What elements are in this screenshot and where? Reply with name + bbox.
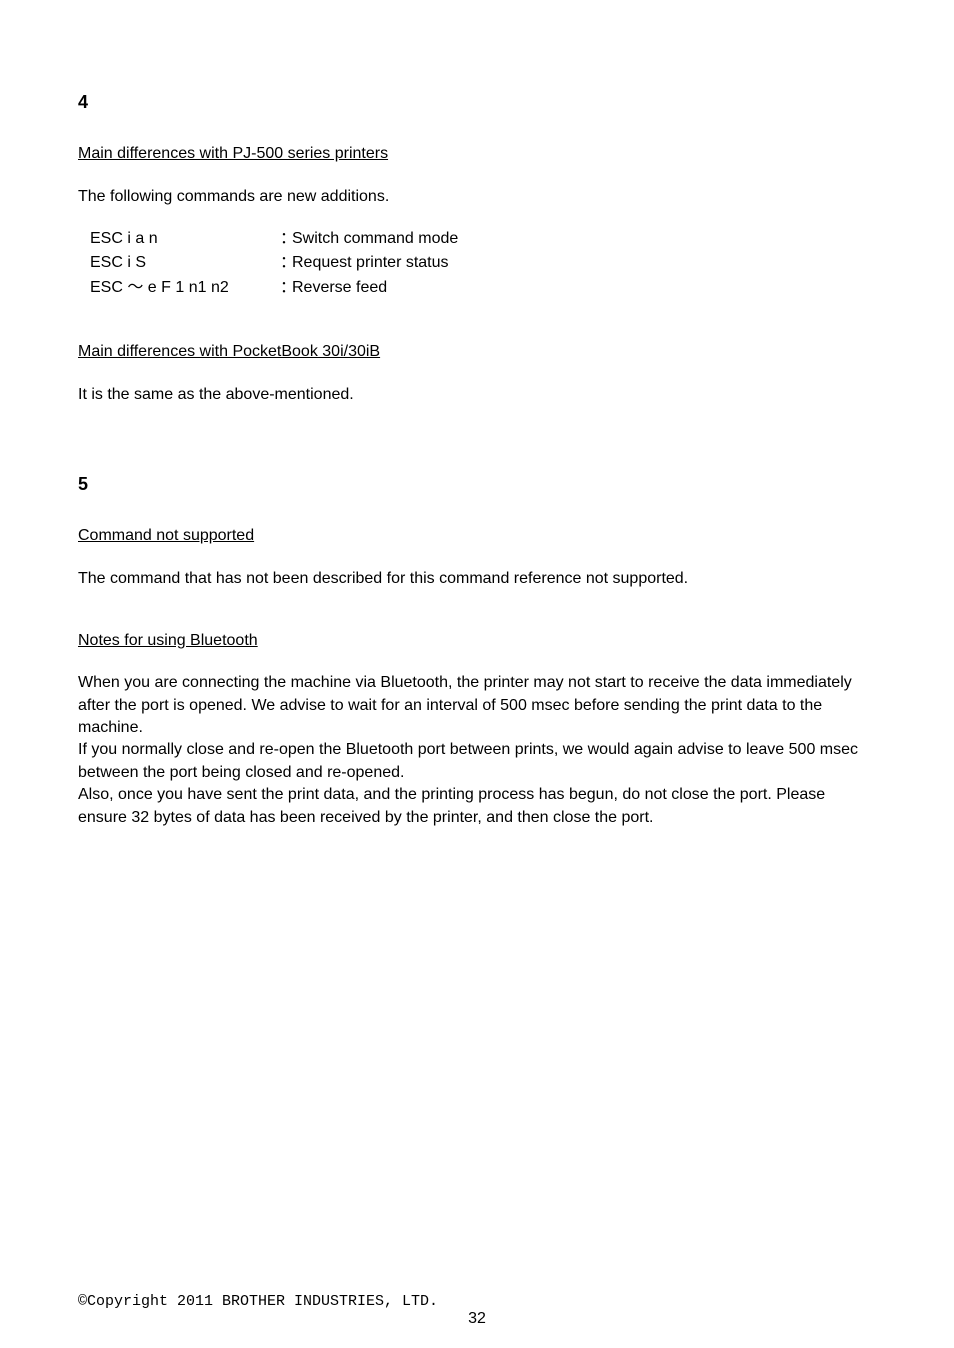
command-desc: Request printer status	[292, 252, 876, 274]
command-desc: Switch command mode	[292, 228, 876, 250]
command-row: ESC ～ e F 1 n1 n2 ： Reverse feed	[78, 277, 876, 299]
command-desc: Reverse feed	[292, 277, 876, 299]
section-4-heading-2: Main differences with PocketBook 30i/30i…	[78, 341, 876, 363]
section-5-body-4: Also, once you have sent the print data,…	[78, 784, 876, 829]
section-5-body-2: When you are connecting the machine via …	[78, 672, 876, 739]
command-row: ESC i a n ： Switch command mode	[78, 228, 876, 250]
command-list: ESC i a n ： Switch command mode ESC i S …	[78, 228, 876, 299]
command-separator: ：	[280, 228, 292, 250]
command-name: ESC i a n	[90, 228, 280, 250]
command-separator: ：	[280, 277, 292, 299]
section-5-body-1: The command that has not been described …	[78, 568, 876, 590]
section-5-heading-1: Command not supported	[78, 525, 876, 547]
page-number: 32	[0, 1308, 954, 1330]
section-5-number: 5	[78, 472, 876, 497]
command-separator: ：	[280, 252, 292, 274]
section-4-intro: The following commands are new additions…	[78, 186, 876, 208]
section-4-number: 4	[78, 90, 876, 115]
command-row: ESC i S ： Request printer status	[78, 252, 876, 274]
section-4-heading-1: Main differences with PJ-500 series prin…	[78, 143, 876, 165]
section-5-heading-2: Notes for using Bluetooth	[78, 630, 876, 652]
command-name: ESC i S	[90, 252, 280, 274]
command-name: ESC ～ e F 1 n1 n2	[90, 277, 280, 299]
section-4-body-2: It is the same as the above-mentioned.	[78, 384, 876, 406]
section-5-body-3: If you normally close and re-open the Bl…	[78, 739, 876, 784]
